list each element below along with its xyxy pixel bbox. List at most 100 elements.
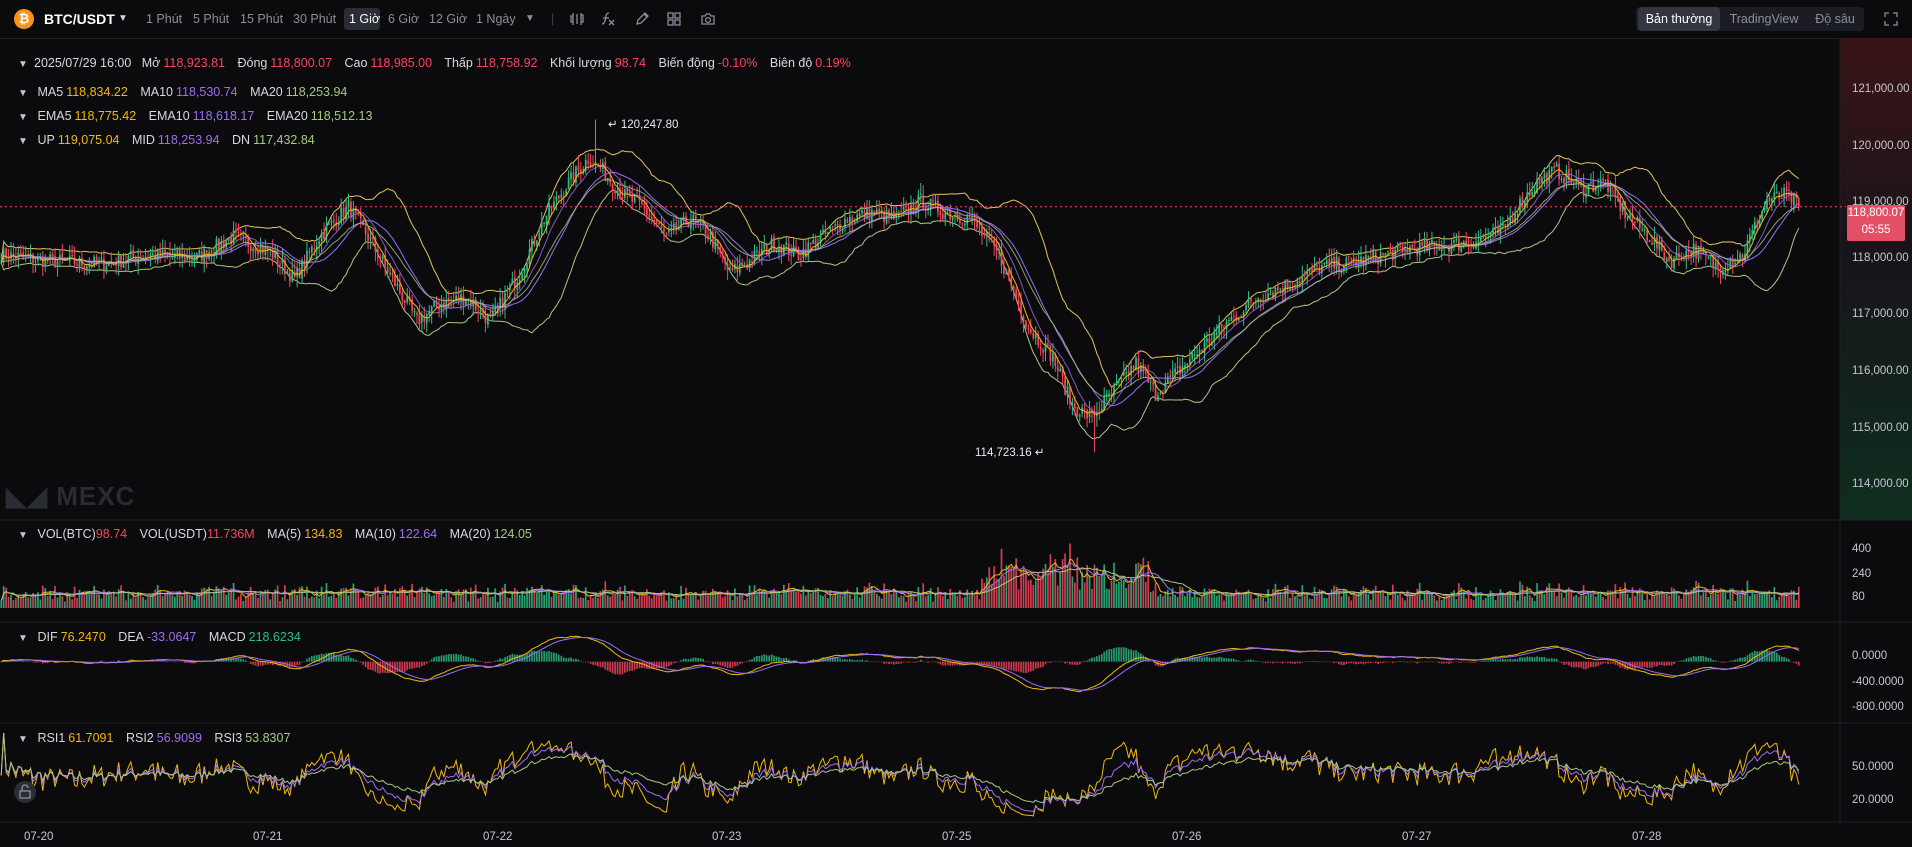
candle-body	[1269, 293, 1272, 295]
volume-bar	[778, 590, 780, 608]
tab-basic-view[interactable]: Bản thường	[1638, 7, 1720, 31]
macd-histogram-bar	[1587, 661, 1590, 669]
candle-body	[1279, 288, 1282, 290]
volume-bar	[78, 589, 81, 608]
collapse-chevron-icon[interactable]: ▼	[18, 112, 28, 123]
volume-bar	[276, 585, 279, 608]
interval-1h[interactable]: 1 Giờ	[349, 12, 381, 26]
macd-histogram-bar	[37, 661, 39, 663]
chevron-down-icon[interactable]: ▼	[118, 13, 128, 24]
scale-lock-icon[interactable]	[14, 781, 36, 803]
volume-bar	[425, 587, 428, 608]
collapse-chevron-icon[interactable]: ▼	[18, 633, 28, 644]
volume-bar	[1147, 561, 1150, 608]
candle-body	[254, 248, 257, 253]
macd-histogram-bar	[103, 661, 105, 663]
ma20-line	[0, 171, 1800, 407]
macd-histogram-bar	[611, 661, 614, 674]
interval-more-chevron-icon[interactable]: ▼	[525, 13, 535, 24]
collapse-chevron-icon[interactable]: ▼	[18, 59, 28, 70]
volume-bar	[785, 590, 788, 608]
candle-body	[222, 240, 225, 249]
macd-histogram-bar	[675, 661, 678, 663]
volume-bar	[1766, 593, 1768, 608]
macd-histogram-bar	[1242, 661, 1245, 662]
volume-bar	[956, 595, 959, 608]
candle-body	[587, 161, 590, 164]
candle-body	[320, 233, 323, 242]
candle-body	[384, 255, 387, 266]
volume-bar	[636, 598, 638, 608]
collapse-chevron-icon[interactable]: ▼	[18, 734, 28, 745]
macd-histogram-bar	[1042, 661, 1044, 667]
candle-body	[10, 252, 12, 259]
macd-histogram-bar	[1658, 661, 1661, 665]
interval-1m[interactable]: 1 Phút	[146, 12, 183, 26]
volume-bar	[726, 590, 729, 608]
macd-histogram-bar	[1232, 658, 1235, 662]
volume-bar	[550, 596, 553, 608]
interval-30m[interactable]: 30 Phút	[293, 12, 337, 26]
volume-bar	[298, 587, 301, 608]
volume-bar	[1330, 589, 1333, 608]
candle-settings-icon[interactable]	[569, 11, 585, 27]
macd-histogram-bar	[183, 661, 186, 663]
volume-bar	[1460, 587, 1463, 608]
volume-bar	[151, 593, 154, 608]
candle-body	[1171, 371, 1174, 376]
volume-bar	[188, 594, 191, 608]
candle-body	[1272, 292, 1274, 298]
symbol-selector[interactable]: BTC/USDT	[44, 11, 115, 27]
collapse-chevron-icon[interactable]: ▼	[18, 88, 28, 99]
fullscreen-icon[interactable]	[1883, 11, 1899, 27]
macd-histogram-bar	[550, 652, 553, 662]
candle-body	[1616, 194, 1619, 198]
candle-body	[465, 300, 467, 306]
macd-histogram-bar	[1196, 656, 1199, 662]
macd-histogram-bar	[117, 660, 120, 662]
macd-histogram-bar	[1660, 661, 1663, 666]
interval-5m[interactable]: 5 Phút	[193, 12, 230, 26]
interval-6h[interactable]: 6 Giờ	[388, 12, 420, 26]
volume-bar	[1098, 576, 1101, 608]
tab-tradingview[interactable]: TradingView	[1729, 12, 1799, 26]
indicator-fx-icon[interactable]	[600, 11, 616, 27]
macd-histogram-bar	[399, 661, 401, 672]
candle-body	[1201, 349, 1203, 352]
volume-bar	[873, 591, 876, 608]
volume-bar	[1254, 598, 1257, 608]
candle-body	[1682, 259, 1685, 261]
change-value: -0.10%	[717, 56, 758, 70]
collapse-chevron-icon[interactable]: ▼	[18, 136, 28, 147]
macd-histogram-bar	[1056, 661, 1059, 663]
volume-bar	[1091, 588, 1093, 608]
candle-body	[976, 221, 978, 228]
macd-histogram-bar	[122, 661, 125, 662]
macd-histogram-bar	[1291, 661, 1294, 664]
candle-body	[1025, 320, 1027, 328]
macd-histogram-bar	[893, 661, 895, 665]
interval-1d[interactable]: 1 Ngày	[476, 12, 516, 26]
macd-histogram-bar	[873, 661, 876, 663]
candle-body	[1670, 260, 1673, 268]
pencil-icon[interactable]	[634, 11, 650, 27]
macd-histogram-bar	[1487, 660, 1490, 662]
macd-histogram-bar	[460, 654, 462, 662]
tab-depth[interactable]: Độ sâu	[1815, 12, 1855, 26]
volume-bar	[1281, 594, 1284, 608]
macd-histogram-bar	[1428, 661, 1431, 663]
interval-15m[interactable]: 15 Phút	[240, 12, 284, 26]
macd-histogram-bar	[1516, 658, 1519, 662]
macd-histogram-bar	[668, 661, 670, 667]
macd-histogram-bar	[584, 661, 587, 663]
collapse-chevron-icon[interactable]: ▼	[18, 530, 28, 541]
volume-bar	[555, 591, 558, 608]
macd-histogram-bar	[516, 654, 519, 662]
grid-layout-icon[interactable]	[666, 11, 682, 27]
volume-bar	[313, 597, 316, 608]
interval-12h[interactable]: 12 Giờ	[429, 12, 468, 26]
camera-icon[interactable]	[700, 11, 716, 27]
volume-bar	[210, 595, 213, 608]
volume-bar	[905, 601, 907, 608]
